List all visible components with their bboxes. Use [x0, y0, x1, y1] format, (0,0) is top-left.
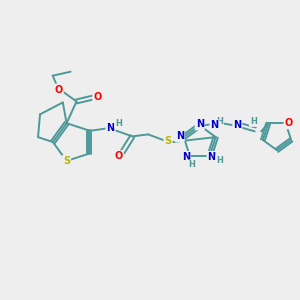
Text: N: N [211, 121, 219, 130]
Text: H: H [216, 156, 223, 165]
Text: S: S [63, 156, 70, 166]
Text: N: N [182, 152, 190, 162]
Text: O: O [285, 118, 293, 128]
Text: H: H [250, 117, 257, 126]
Text: O: O [114, 151, 123, 161]
Text: N: N [233, 121, 242, 130]
Text: H: H [216, 117, 223, 126]
Text: N: N [208, 152, 216, 162]
Text: O: O [93, 92, 101, 103]
Text: N: N [106, 123, 115, 134]
Text: N: N [176, 131, 184, 141]
Text: S: S [164, 136, 172, 146]
Text: O: O [55, 85, 63, 94]
Text: H: H [188, 160, 195, 169]
Text: H: H [115, 119, 122, 128]
Text: N: N [196, 119, 204, 130]
